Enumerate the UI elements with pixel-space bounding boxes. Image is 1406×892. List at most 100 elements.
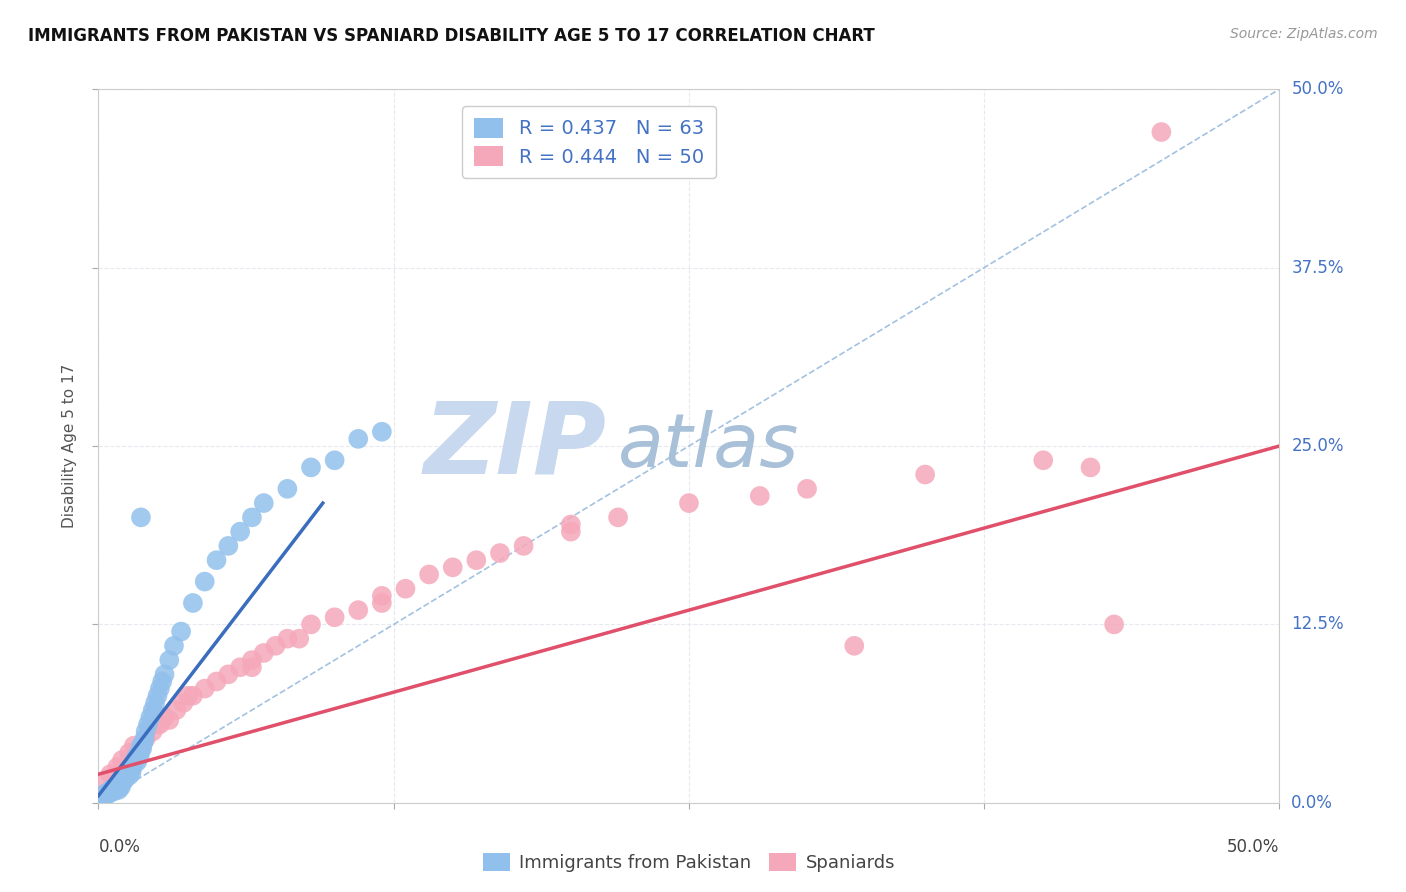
Point xyxy=(229,660,252,674)
Point xyxy=(371,425,394,439)
Point xyxy=(129,739,152,753)
Point xyxy=(418,567,440,582)
Point xyxy=(163,639,186,653)
Text: IMMIGRANTS FROM PAKISTAN VS SPANIARD DISABILITY AGE 5 TO 17 CORRELATION CHART: IMMIGRANTS FROM PAKISTAN VS SPANIARD DIS… xyxy=(28,27,875,45)
Point xyxy=(100,783,122,797)
Point xyxy=(129,510,152,524)
Point xyxy=(111,753,134,767)
Point xyxy=(91,774,114,789)
Point xyxy=(142,724,165,739)
Point xyxy=(678,496,700,510)
Point xyxy=(194,681,217,696)
Point xyxy=(299,460,322,475)
Point xyxy=(748,489,770,503)
Point xyxy=(112,774,135,789)
Point xyxy=(139,710,162,724)
Point xyxy=(181,596,204,610)
Point xyxy=(118,746,141,760)
Point xyxy=(153,667,176,681)
Point xyxy=(149,717,172,731)
Text: 0.0%: 0.0% xyxy=(1291,794,1333,812)
Point xyxy=(101,781,124,796)
Point xyxy=(135,731,157,746)
Point xyxy=(1150,125,1173,139)
Point xyxy=(165,703,187,717)
Point xyxy=(299,617,322,632)
Point xyxy=(98,784,121,798)
Point xyxy=(121,765,143,780)
Point xyxy=(157,653,180,667)
Point xyxy=(276,482,298,496)
Text: 50.0%: 50.0% xyxy=(1291,80,1344,98)
Point xyxy=(150,674,173,689)
Point xyxy=(128,746,150,760)
Point xyxy=(157,713,180,727)
Point xyxy=(93,787,115,801)
Point xyxy=(128,748,150,763)
Point xyxy=(149,681,172,696)
Point xyxy=(94,789,117,803)
Point xyxy=(288,632,311,646)
Point xyxy=(134,731,156,746)
Point xyxy=(108,777,131,791)
Point xyxy=(347,432,370,446)
Point xyxy=(143,696,166,710)
Point xyxy=(240,653,263,667)
Point xyxy=(512,539,534,553)
Point xyxy=(121,760,143,774)
Point xyxy=(96,786,118,800)
Point xyxy=(172,696,194,710)
Point xyxy=(105,779,128,793)
Point xyxy=(217,539,239,553)
Point xyxy=(135,724,157,739)
Point xyxy=(441,560,464,574)
Point xyxy=(129,741,152,756)
Point xyxy=(111,776,134,790)
Point xyxy=(177,689,200,703)
Point xyxy=(560,524,582,539)
Text: 37.5%: 37.5% xyxy=(1291,259,1344,277)
Point xyxy=(122,739,145,753)
Point xyxy=(136,717,159,731)
Point xyxy=(914,467,936,482)
Point xyxy=(276,632,298,646)
Point xyxy=(205,674,228,689)
Point xyxy=(194,574,217,589)
Text: atlas: atlas xyxy=(619,410,800,482)
Point xyxy=(125,750,148,764)
Text: 25.0%: 25.0% xyxy=(1291,437,1344,455)
Point xyxy=(264,639,287,653)
Point xyxy=(127,755,149,769)
Point xyxy=(131,741,153,756)
Point xyxy=(217,667,239,681)
Point xyxy=(112,772,135,787)
Point xyxy=(146,689,169,703)
Point xyxy=(253,646,276,660)
Point xyxy=(122,756,145,770)
Point xyxy=(170,624,193,639)
Point xyxy=(107,783,129,797)
Text: 50.0%: 50.0% xyxy=(1227,838,1279,856)
Point xyxy=(323,610,346,624)
Point xyxy=(105,781,128,796)
Point xyxy=(1080,460,1102,475)
Point xyxy=(1032,453,1054,467)
Point xyxy=(323,453,346,467)
Text: 0.0%: 0.0% xyxy=(98,838,141,856)
Point xyxy=(90,791,112,805)
Point xyxy=(120,762,142,776)
Point xyxy=(115,767,138,781)
Point xyxy=(132,736,155,750)
Point xyxy=(142,703,165,717)
Point xyxy=(105,760,128,774)
Point xyxy=(253,496,276,510)
Point xyxy=(607,510,630,524)
Point xyxy=(91,789,114,803)
Point xyxy=(240,660,263,674)
Point xyxy=(124,753,146,767)
Text: ZIP: ZIP xyxy=(423,398,606,494)
Point xyxy=(489,546,512,560)
Point xyxy=(146,717,169,731)
Point xyxy=(465,553,488,567)
Point xyxy=(347,603,370,617)
